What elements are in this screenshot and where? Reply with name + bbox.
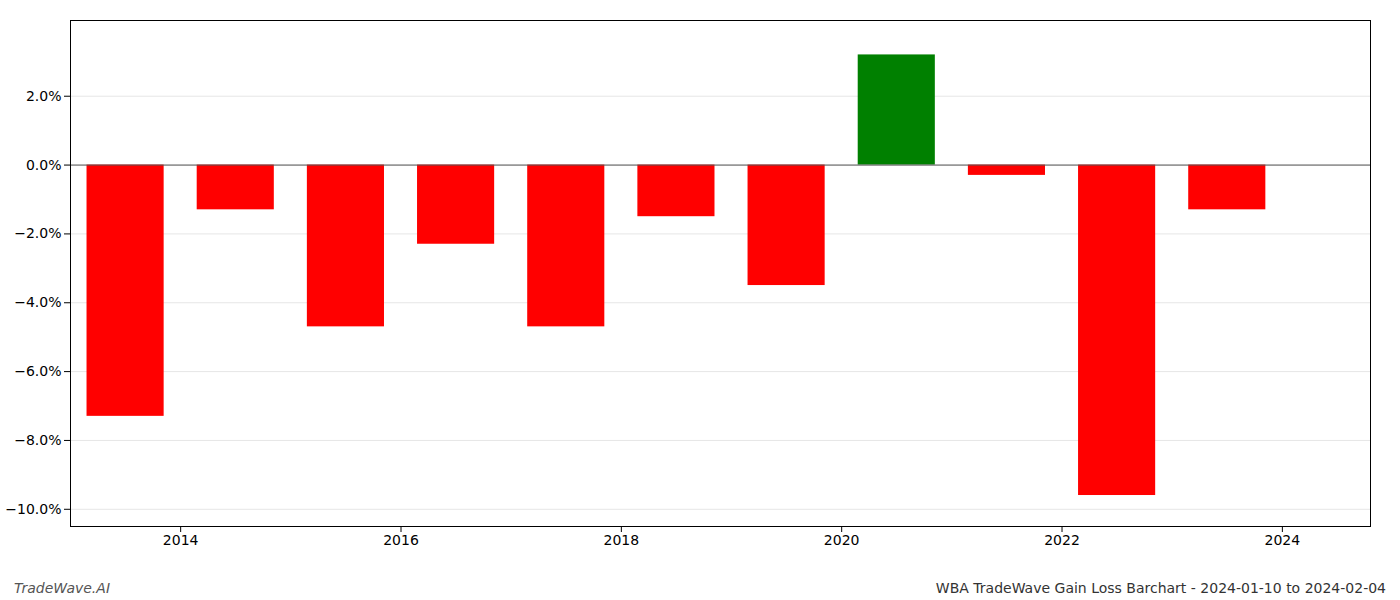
svg-text:2014: 2014 (163, 532, 199, 548)
svg-text:2022: 2022 (1044, 532, 1080, 548)
svg-text:2020: 2020 (824, 532, 860, 548)
svg-text:−8.0%: −8.0% (14, 432, 61, 448)
svg-text:0.0%: 0.0% (26, 157, 62, 173)
svg-text:−4.0%: −4.0% (14, 294, 61, 310)
svg-text:−6.0%: −6.0% (14, 363, 61, 379)
svg-text:2024: 2024 (1265, 532, 1301, 548)
svg-text:2.0%: 2.0% (26, 88, 62, 104)
svg-text:2016: 2016 (383, 532, 419, 548)
svg-text:−2.0%: −2.0% (14, 225, 61, 241)
svg-text:2018: 2018 (604, 532, 640, 548)
svg-text:−10.0%: −10.0% (5, 501, 61, 517)
html-text:WBA TradeWave Gain Loss Barcha: WBA TradeWave Gain Loss Barchart - 2024-… (935, 580, 1386, 596)
html-text:TradeWave.AI: TradeWave.AI (14, 580, 110, 596)
